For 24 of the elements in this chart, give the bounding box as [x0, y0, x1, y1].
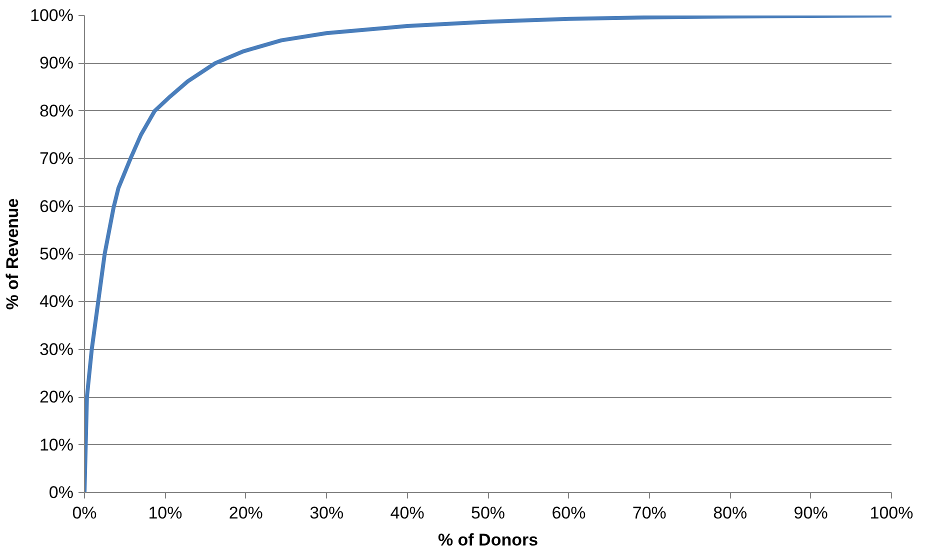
x-tick-label: 20%: [228, 504, 263, 522]
x-axis-title: % of Donors: [438, 530, 538, 550]
x-tick-label: 60%: [552, 504, 586, 522]
y-tick-label: 60%: [39, 196, 74, 216]
x-tick-label: 30%: [310, 504, 344, 522]
y-tick-label: 20%: [39, 388, 74, 407]
y-tick-label: 100%: [30, 6, 74, 25]
y-tick-label: 40%: [39, 292, 74, 312]
y-tick-label: 30%: [39, 340, 74, 359]
y-tick-label: 70%: [39, 149, 74, 168]
x-tick-label: 10%: [148, 504, 182, 522]
y-tick-label: 0%: [48, 483, 74, 502]
x-tick-label: 70%: [632, 504, 666, 522]
y-tick-label: 10%: [39, 435, 74, 454]
y-tick-label: 90%: [39, 54, 74, 73]
x-tick-label: 40%: [390, 504, 424, 522]
y-tick-label: 80%: [39, 101, 74, 120]
x-tick-label: 80%: [713, 504, 748, 522]
y-axis-title: % of Revenue: [3, 198, 22, 310]
x-tick-label: 100%: [870, 504, 914, 522]
x-tick-label: 90%: [794, 504, 828, 522]
x-tick-label: 0%: [72, 504, 97, 522]
x-tick-label: 50%: [470, 504, 506, 522]
y-tick-label: 50%: [39, 244, 74, 264]
